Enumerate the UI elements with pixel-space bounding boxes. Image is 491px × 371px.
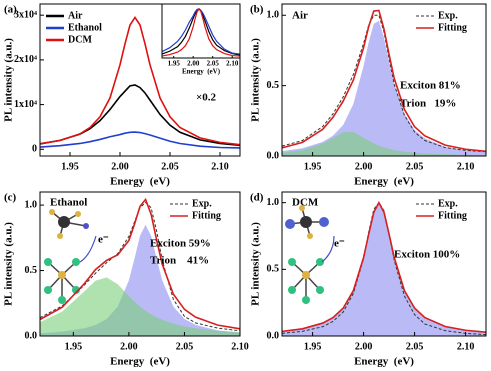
series-line bbox=[281, 9, 487, 153]
x-tick-label: 2.00 bbox=[355, 161, 373, 172]
series-line bbox=[161, 7, 241, 57]
y-tick-label: 0.5 bbox=[267, 264, 280, 275]
legend-label: Exp. bbox=[438, 10, 458, 21]
mos2-cluster-d bbox=[288, 258, 324, 304]
legend-label: DCM bbox=[68, 34, 92, 45]
x-axis-label: Energy (eV) bbox=[110, 356, 170, 368]
y-tick-label: 1.0 bbox=[267, 10, 280, 21]
annotation: e⁻ bbox=[334, 238, 345, 250]
component-area bbox=[40, 224, 240, 336]
x-tick-label: 2.10 bbox=[211, 161, 229, 172]
y-tick-label: 1.0 bbox=[25, 199, 38, 210]
y-tick-label: 0.5 bbox=[25, 265, 38, 276]
x-tick-label: 2.05 bbox=[176, 341, 194, 352]
annotation: Exciton 59% bbox=[150, 238, 211, 250]
y-tick-label: 1x10⁴ bbox=[14, 99, 37, 110]
x-axis-label: Energy (eV) bbox=[182, 68, 221, 76]
x-tick-label: 2.00 bbox=[111, 161, 129, 172]
x-tick-label: 2.00 bbox=[187, 60, 200, 68]
electron-arrow bbox=[79, 235, 97, 263]
x-tick-label: 2.10 bbox=[226, 60, 239, 68]
x-tick-label: 2.00 bbox=[120, 341, 138, 352]
annotation: ×0.2 bbox=[196, 92, 217, 104]
panel-label: (a) bbox=[4, 4, 17, 16]
x-tick-label: 1.95 bbox=[65, 341, 83, 352]
x-tick-label: 2.10 bbox=[231, 341, 249, 352]
x-tick-label: 1.95 bbox=[304, 161, 322, 172]
annotation: Exciton 81% bbox=[400, 80, 461, 92]
annotation: Ethanol bbox=[50, 197, 87, 209]
series-line bbox=[281, 14, 487, 153]
legend-label: Fitting bbox=[192, 210, 221, 221]
legend-label: Air bbox=[68, 10, 83, 21]
series-line bbox=[39, 197, 241, 330]
annotation: Exciton 100% bbox=[394, 249, 460, 261]
annotation: Air bbox=[292, 10, 308, 22]
dcm-molecule bbox=[285, 205, 329, 239]
component-area bbox=[40, 277, 240, 336]
mos2-cluster-c bbox=[44, 258, 80, 304]
y-tick-label: 0.0 bbox=[267, 330, 280, 341]
x-axis-label: Energy (eV) bbox=[110, 176, 170, 188]
y-axis-label: PL intensity (a.u.) bbox=[3, 38, 15, 122]
plot-frame bbox=[39, 191, 241, 337]
y-tick-label: 0 bbox=[32, 144, 37, 155]
component-area bbox=[282, 20, 486, 157]
ethanol-molecule bbox=[49, 209, 89, 239]
electron-arrow bbox=[321, 235, 335, 263]
annotation: DCM bbox=[292, 197, 319, 209]
x-axis-label: Energy (eV) bbox=[354, 356, 414, 368]
legend-label: Exp. bbox=[438, 198, 458, 209]
x-tick-label: 2.05 bbox=[406, 161, 424, 172]
x-tick-label: 1.95 bbox=[61, 161, 79, 172]
plot-frame bbox=[161, 3, 241, 59]
panel-label: (d) bbox=[250, 192, 264, 204]
plot-frame bbox=[281, 3, 487, 157]
legend-label: Fitting bbox=[438, 22, 467, 33]
x-tick-label: 2.05 bbox=[406, 341, 424, 352]
plot-frame bbox=[281, 191, 487, 337]
series-line bbox=[39, 84, 241, 147]
y-tick-label: 0.0 bbox=[267, 150, 280, 161]
y-axis-label: PL intensity (a.u.) bbox=[250, 38, 262, 122]
y-axis-label: PL intensity (a.u.) bbox=[3, 222, 15, 306]
x-tick-label: 1.95 bbox=[168, 60, 181, 68]
x-tick-label: 2.05 bbox=[207, 60, 220, 68]
legend-label: Ethanol bbox=[68, 22, 102, 33]
annotation: Trion 41% bbox=[150, 255, 209, 267]
series-line bbox=[281, 200, 487, 333]
component-area bbox=[282, 132, 486, 156]
component-area bbox=[282, 202, 486, 336]
annotation: Trion 19% bbox=[400, 98, 456, 110]
y-tick-label: 2x10⁴ bbox=[14, 54, 37, 65]
x-tick-label: 1.95 bbox=[304, 341, 322, 352]
panel-label: (c) bbox=[4, 192, 17, 204]
x-tick-label: 2.10 bbox=[457, 161, 475, 172]
y-tick-label: 0.0 bbox=[25, 330, 38, 341]
panel-label: (b) bbox=[250, 4, 264, 16]
y-tick-label: 0.5 bbox=[267, 80, 280, 91]
y-axis-label: PL intensity (a.u.) bbox=[250, 222, 262, 306]
x-axis-label: Energy (eV) bbox=[354, 176, 414, 188]
legend-label: Fitting bbox=[438, 210, 467, 221]
y-tick-label: 3x10⁴ bbox=[14, 9, 37, 20]
series-line bbox=[39, 15, 241, 146]
x-tick-label: 2.10 bbox=[457, 341, 475, 352]
legend-label: Exp. bbox=[192, 198, 212, 209]
annotation: e⁻ bbox=[98, 234, 109, 246]
plot-frame bbox=[39, 3, 241, 157]
y-tick-label: 1.0 bbox=[267, 197, 280, 208]
series-line bbox=[39, 131, 241, 149]
x-tick-label: 2.05 bbox=[161, 161, 179, 172]
x-tick-label: 2.00 bbox=[355, 341, 373, 352]
series-line bbox=[39, 201, 241, 332]
